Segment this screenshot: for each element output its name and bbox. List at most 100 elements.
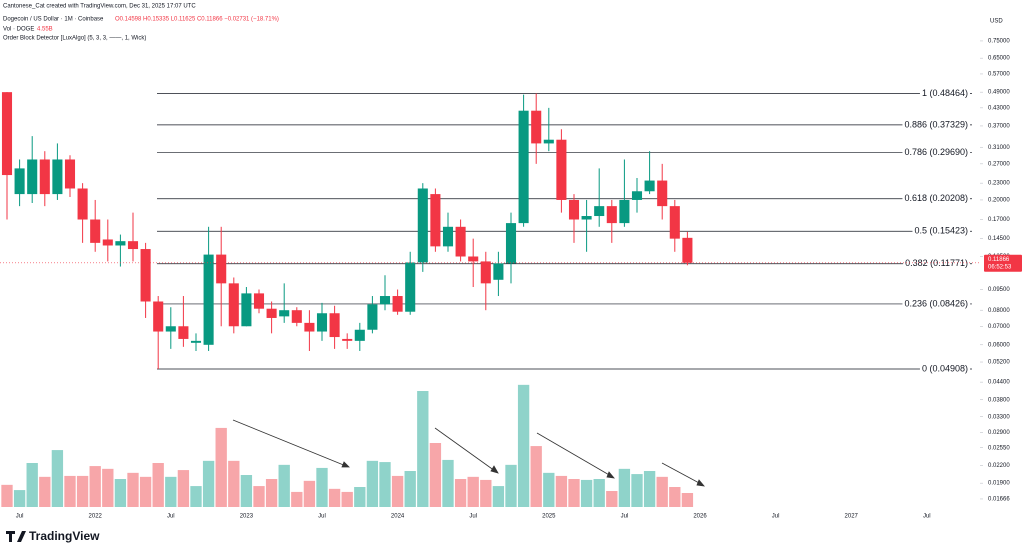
fib-label: 0.786 (0.29690) (904, 147, 968, 157)
candle-body (405, 262, 416, 312)
volume-bar (39, 476, 51, 507)
candle-body (153, 301, 164, 332)
volume-bar (417, 391, 429, 507)
candle-body (543, 139, 554, 144)
fib-label-bg (902, 298, 970, 309)
arrow-head (606, 471, 615, 479)
candle-body (90, 219, 101, 243)
candle-body (468, 256, 479, 262)
y-tick-label: 0.65000 (988, 56, 1010, 62)
fib-label: 0.236 (0.08426) (904, 298, 968, 308)
candle-body (455, 226, 466, 257)
volume-bar (530, 446, 542, 507)
volume-bar (1, 484, 13, 507)
volume-bar (265, 479, 278, 507)
fib-label-bg (902, 146, 970, 157)
fib-label: 0.5 (0.15423) (914, 226, 968, 236)
arrow-head (341, 461, 350, 468)
volume-bar (454, 479, 467, 507)
y-tick-label: 0.27000 (988, 161, 1010, 167)
price-tag (984, 254, 1022, 272)
volume-bar (278, 464, 290, 507)
volume-bar (681, 493, 694, 507)
logo: TradingView (6, 529, 100, 543)
candle-body (178, 326, 189, 339)
volume-bar (114, 479, 127, 507)
y-tick-label: 0.02200 (988, 463, 1010, 469)
attribution: Cantonese_Cat created with TradingView.c… (3, 4, 196, 10)
fib-label: 0.382 (0.11771) (905, 258, 968, 268)
fib-label-bg (912, 225, 970, 236)
volume-layer (1, 384, 694, 507)
fib-label-bg (919, 87, 970, 98)
volume-bar (228, 460, 240, 507)
volume-bar (543, 472, 555, 507)
fib-label-bg (902, 193, 970, 204)
x-tick-label: 2022 (89, 514, 103, 520)
x-tick-label: Jul (318, 514, 326, 520)
x-tick-label: Jul (772, 514, 780, 520)
candle-body (1, 92, 13, 176)
fib-label: 0.618 (0.20208) (904, 193, 968, 203)
fib-label-bg (902, 119, 970, 130)
candle-body (606, 206, 617, 224)
candle-body (594, 206, 605, 217)
arrow (661, 462, 702, 485)
candle-body (304, 322, 315, 332)
candle-body (682, 237, 693, 263)
y-tick-label: 0.01900 (988, 481, 1010, 487)
candle-body (493, 263, 504, 280)
fib-label: 1 (0.48464) (922, 88, 968, 98)
candle-body (102, 239, 113, 246)
volume-bar (580, 479, 593, 507)
volume-bar (568, 479, 580, 507)
x-tick-label: Jul (469, 514, 477, 520)
volume-bar (391, 475, 404, 507)
volume-value: 4.55B (37, 27, 53, 33)
candle-body (203, 254, 214, 345)
candle-body (354, 329, 365, 341)
candle-body (442, 226, 454, 247)
y-tick-label: 0.14500 (988, 236, 1010, 242)
candle-body (27, 159, 38, 195)
indicator: Order Block Detector [LuxAlgo] (5, 3, 3,… (3, 36, 146, 42)
volume-bar (618, 468, 631, 507)
candle-body (291, 310, 302, 323)
y-tick-label: 0.03300 (988, 414, 1010, 420)
candle-body (619, 199, 630, 224)
volume-bar (202, 460, 215, 507)
volume-bar (152, 463, 164, 507)
fib-label-bg (903, 258, 970, 269)
volume-bar (64, 475, 76, 507)
ohlc: O0.14598 H0.15335 L0.11625 C0.11866 −0.0… (115, 17, 279, 23)
symbol: Dogecoin / US Dollar · 1M · Coinbase (3, 17, 104, 23)
x-tick-label: 2026 (693, 514, 707, 520)
volume-bar (555, 475, 568, 507)
volume-bar (291, 491, 303, 507)
logo-icon (6, 531, 26, 542)
volume-bar (328, 488, 341, 507)
y-tick-label: 0.04400 (988, 380, 1010, 386)
volume-bar (379, 462, 391, 507)
volume-bar (480, 479, 492, 507)
brand: TradingView (29, 529, 100, 543)
candle-body (266, 308, 277, 318)
x-tick-label: Jul (16, 514, 24, 520)
volume-bar (316, 467, 328, 507)
volume-bar (13, 490, 26, 507)
price-axis: 0.75000 0.65000 0.57000 0.49000 0.43000 0.370… (980, 39, 1022, 503)
y-tick-label: 0.05200 (988, 360, 1010, 366)
candle-body (367, 304, 378, 330)
candle-body (14, 168, 25, 195)
volume-bar (354, 487, 366, 507)
y-tick-label: 0.01666 (988, 497, 1010, 503)
arrow (434, 427, 496, 472)
volume-bar (303, 480, 316, 507)
volume-bar (341, 491, 353, 507)
candle-body (316, 313, 328, 332)
volume-bar (517, 384, 530, 507)
x-tick-label: 2024 (391, 514, 405, 520)
x-tick-label: Jul (923, 514, 931, 520)
volume-title: Vol · DOGE (3, 27, 34, 33)
